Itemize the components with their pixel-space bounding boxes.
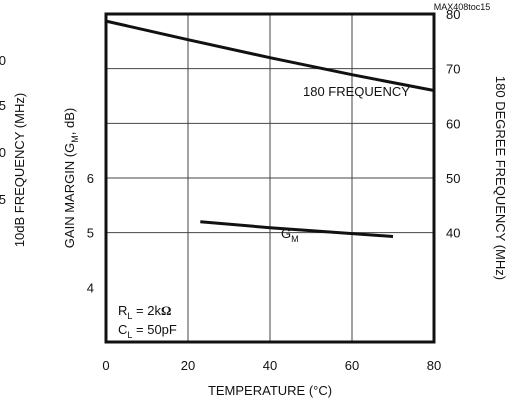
- x-tick-label: 80: [427, 358, 441, 373]
- series-layer: [105, 19, 435, 238]
- condition-rl: RL = 2kΩ: [118, 303, 171, 321]
- grid-lines: [106, 14, 434, 342]
- left-tick-label: 4: [87, 280, 94, 295]
- right-tick-label: 70: [446, 62, 460, 77]
- series-label-gm: GM: [281, 226, 299, 244]
- condition-cl-sub: L: [127, 330, 132, 340]
- x-axis-label: TEMPERATURE (°C): [208, 383, 332, 398]
- series-line-1: [200, 220, 394, 238]
- left-tick-label: 5: [87, 226, 94, 241]
- right-tick-label: 60: [446, 116, 460, 131]
- series-label-180-frequency: 180 FREQUENCY: [303, 84, 410, 99]
- left-axis-label-sub: M: [70, 135, 80, 143]
- x-tick-label: 40: [263, 358, 277, 373]
- x-tick-label: 0: [102, 358, 109, 373]
- left-axis-label-main: GAIN MARGIN (G: [62, 143, 77, 248]
- x-tick-label: 60: [345, 358, 359, 373]
- far-left-tick-label: 0: [0, 53, 6, 68]
- left-axis-label: GAIN MARGIN (GM, dB): [62, 108, 80, 248]
- condition-rl-pre: R: [118, 303, 127, 318]
- condition-rl-val: = 2k: [132, 303, 161, 318]
- left-tick-label: 6: [87, 171, 94, 186]
- far-left-axis-label: 10dB FREQUENCY (MHz): [12, 93, 27, 247]
- condition-rl-unit: Ω: [161, 303, 171, 318]
- right-tick-label: 40: [446, 226, 460, 241]
- series-label-gm-main: G: [281, 226, 291, 241]
- condition-cl: CL = 50pF: [118, 322, 177, 340]
- far-left-tick-label: 0: [0, 145, 6, 160]
- image-id: MAX408toc15: [434, 2, 491, 12]
- conditions-box: [110, 300, 184, 340]
- far-left-tick-label: 5: [0, 192, 6, 207]
- plot-frame: [104, 12, 436, 344]
- right-axis-label: 180 DEGREE FREQUENCY (MHz): [493, 76, 508, 280]
- series-line-0: [105, 19, 435, 92]
- series-label-gm-sub: M: [291, 234, 299, 244]
- left-axis-label-tail: , dB): [62, 108, 77, 135]
- condition-cl-val: = 50pF: [132, 322, 177, 337]
- right-tick-label: 50: [446, 171, 460, 186]
- far-left-tick-label: 5: [0, 98, 6, 113]
- x-tick-label: 20: [181, 358, 195, 373]
- condition-cl-pre: C: [118, 322, 127, 337]
- condition-rl-sub: L: [127, 311, 132, 321]
- right-tick-label: 80: [446, 7, 460, 22]
